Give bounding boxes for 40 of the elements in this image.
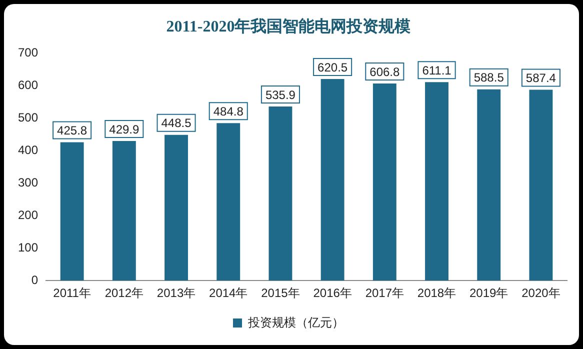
bar [529, 90, 553, 281]
bar [425, 82, 448, 281]
bar [268, 106, 292, 281]
x-tick-label: 2016年 [313, 286, 352, 300]
legend-label: 投资规模（亿元） [247, 315, 344, 330]
bar [477, 89, 501, 281]
y-tick-label: 200 [18, 208, 38, 222]
data-label: 484.8 [213, 104, 244, 118]
y-tick-label: 400 [18, 142, 38, 157]
bar [216, 123, 240, 281]
bar [320, 79, 344, 281]
x-tick-label: 2014年 [209, 286, 248, 300]
data-label: 620.5 [318, 60, 348, 74]
x-tick-label: 2018年 [417, 286, 456, 300]
x-tick-label: 2011年 [53, 286, 91, 300]
x-tick-label: 2017年 [365, 286, 404, 300]
data-label: 611.1 [422, 63, 452, 78]
bar [372, 83, 396, 281]
chart-title: 2011-2020年我国智能电网投资规模 [166, 18, 411, 36]
x-tick-label: 2019年 [470, 286, 508, 300]
x-tick-label: 2013年 [156, 286, 196, 300]
data-label: 425.8 [57, 124, 88, 138]
data-label: 606.8 [370, 64, 400, 79]
data-label: 588.5 [474, 70, 504, 85]
data-label: 448.5 [161, 116, 192, 130]
y-tick-label: 0 [31, 272, 38, 287]
x-tick-label: 2020年 [522, 286, 560, 300]
bar [112, 140, 136, 281]
bar [164, 134, 188, 281]
x-tick-label: 2015年 [261, 286, 300, 300]
y-tick-label: 700 [18, 46, 38, 60]
data-label: 587.4 [526, 71, 556, 86]
y-tick-label: 500 [18, 110, 38, 124]
bar [60, 142, 84, 281]
data-label: 535.9 [265, 88, 296, 102]
y-tick-label: 100 [18, 240, 38, 254]
x-tick-label: 2012年 [104, 286, 144, 300]
data-label: 429.9 [109, 122, 140, 136]
y-tick-label: 300 [18, 175, 38, 190]
y-tick-label: 600 [18, 78, 38, 92]
